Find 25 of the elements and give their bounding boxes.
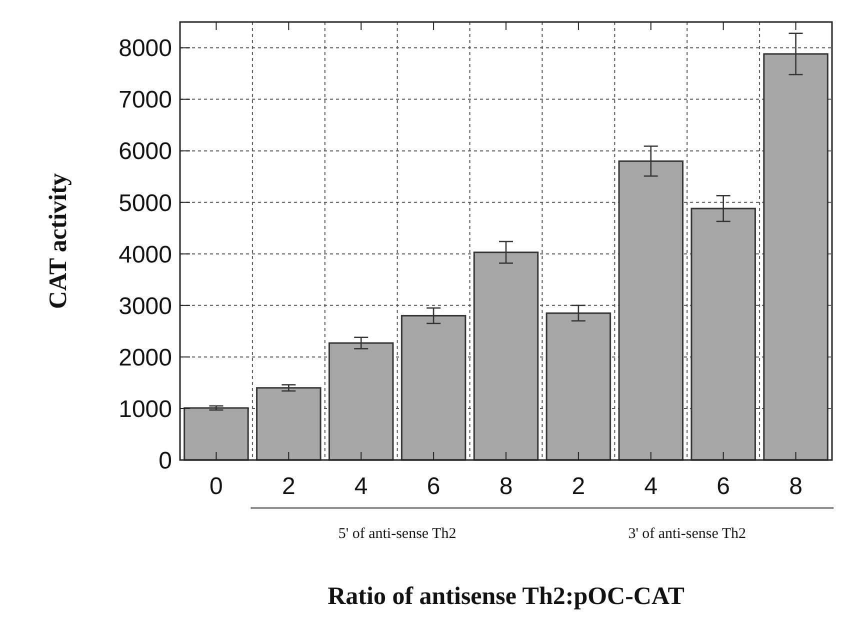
y-tick-label: 8000 [118,35,172,62]
x-tick-label: 4 [644,473,658,500]
bar [184,407,249,461]
y-tick-label: 3000 [118,292,172,320]
y-axis-title: CAT activity [45,172,72,309]
y-tick-label: 7000 [118,86,172,114]
bar [328,342,394,461]
y-tick-label: 1000 [118,396,172,423]
y-tick-label: 0 [158,447,172,474]
x-tick-label: 6 [716,473,730,500]
text: 3' of anti-sense Th2 [628,526,746,542]
x-tick-label: 8 [499,473,513,500]
bar [256,387,322,461]
x-tick-label: 6 [426,473,440,500]
x-tick-label: 2 [282,473,296,500]
x-tick-label: 8 [789,473,802,500]
y-tick-label: 5000 [118,190,172,217]
y-tick-label: 6000 [118,138,172,166]
x-tick-label: 4 [354,473,368,500]
text: 5' of anti-sense Th2 [338,526,456,542]
x-tick-label: 0 [210,473,223,500]
y-tick-label: 2000 [118,344,172,372]
y-tick-label: 4000 [118,241,172,268]
x-axis-title: Ratio of antisense Th2:pOC-CAT [328,583,685,610]
x-tick-label: 2 [572,473,586,500]
